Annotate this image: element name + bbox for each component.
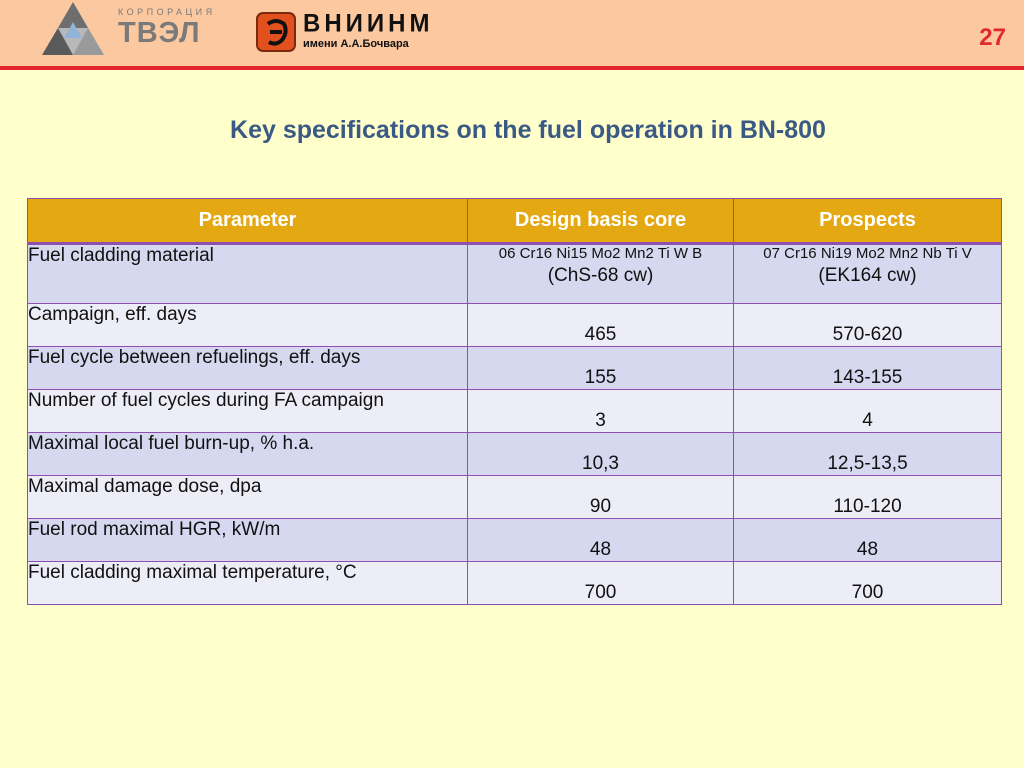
header-band (0, 0, 1024, 66)
prospects-cell: 700 (733, 561, 1002, 605)
design-cell: 48 (467, 518, 734, 562)
prospects-cell: 48 (733, 518, 1002, 562)
table-header-row: Parameter Design basis core Prospects (27, 198, 1002, 245)
parameter-cell: Maximal local fuel burn-up, % h.a. (27, 432, 468, 476)
page-number: 27 (979, 24, 1006, 51)
parameter-cell: Fuel cladding maximal temperature, °C (27, 561, 468, 605)
header-design-basis: Design basis core (467, 198, 734, 245)
slide-title: Key specifications on the fuel operation… (230, 116, 826, 144)
design-material-grade: (ChS-68 cw) (547, 265, 654, 286)
design-cell: 06 Cr16 Ni15 Mo2 Mn2 Ti W B (ChS-68 cw) (467, 243, 734, 304)
prospects-cell: 07 Cr16 Ni19 Mo2 Mn2 Nb Ti V (EK164 cw) (733, 243, 1002, 304)
header-prospects: Prospects (733, 198, 1002, 245)
header-divider (0, 66, 1024, 70)
vniinm-subtitle: имени А.А.Бочвара (303, 38, 409, 50)
design-cell: 3 (467, 389, 734, 433)
table-row: Fuel cycle between refuelings, eff. days… (27, 346, 1002, 390)
tvel-name: ТВЭЛ (118, 17, 201, 49)
table-row: Maximal damage dose, dpa 90 110-120 (27, 475, 1002, 519)
parameter-cell: Maximal damage dose, dpa (27, 475, 468, 519)
tvel-korporaciya: КОРПОРАЦИЯ (118, 7, 216, 17)
prospects-cell: 4 (733, 389, 1002, 433)
vniinm-name: ВНИИНМ (303, 9, 434, 38)
table-row: Number of fuel cycles during FA campaign… (27, 389, 1002, 433)
table-row: Fuel cladding maximal temperature, °C 70… (27, 561, 1002, 605)
header-parameter: Parameter (27, 198, 468, 245)
design-cell: 155 (467, 346, 734, 390)
design-cell: 700 (467, 561, 734, 605)
design-cell: 465 (467, 303, 734, 347)
table-row: Maximal local fuel burn-up, % h.a. 10,3 … (27, 432, 1002, 476)
table-row: Fuel cladding material 06 Cr16 Ni15 Mo2 … (27, 243, 1002, 304)
vniinm-logo-icon (256, 12, 296, 52)
specifications-table: Parameter Design basis core Prospects Fu… (27, 198, 1002, 605)
prospects-material: 07 Cr16 Ni19 Mo2 Mn2 Nb Ti V (763, 245, 972, 262)
design-cell: 10,3 (467, 432, 734, 476)
prospects-cell: 110-120 (733, 475, 1002, 519)
prospects-cell: 570-620 (733, 303, 1002, 347)
parameter-cell: Number of fuel cycles during FA campaign (27, 389, 468, 433)
design-cell: 90 (467, 475, 734, 519)
prospects-cell: 12,5-13,5 (733, 432, 1002, 476)
tvel-logo-icon (42, 2, 104, 55)
parameter-cell: Campaign, eff. days (27, 303, 468, 347)
table-row: Campaign, eff. days 465 570-620 (27, 303, 1002, 347)
parameter-cell: Fuel rod maximal HGR, kW/m (27, 518, 468, 562)
prospects-material-grade: (EK164 cw) (818, 265, 917, 286)
prospects-cell: 143-155 (733, 346, 1002, 390)
design-material: 06 Cr16 Ni15 Mo2 Mn2 Ti W B (498, 245, 703, 262)
parameter-cell: Fuel cladding material (27, 243, 468, 304)
parameter-cell: Fuel cycle between refuelings, eff. days (27, 346, 468, 390)
table-row: Fuel rod maximal HGR, kW/m 48 48 (27, 518, 1002, 562)
